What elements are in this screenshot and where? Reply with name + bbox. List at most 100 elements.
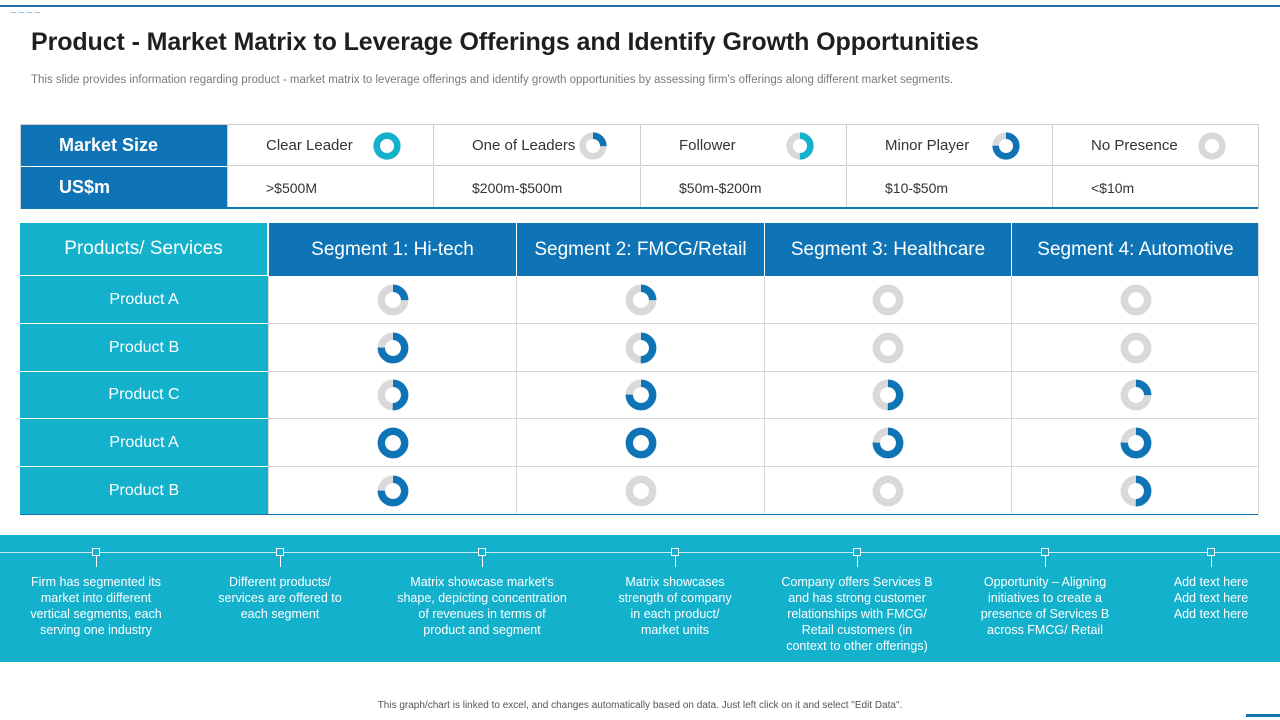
donut-fill [786,132,814,160]
matrix-cell [1011,467,1259,515]
row-label: Product B [20,324,268,372]
donut-fill [872,427,904,458]
insight-text: Opportunity – Aligning initiatives to cre… [965,574,1125,638]
insight-text-line: relationships with FMCG/ [787,607,927,621]
insight-text: Matrix showcases strength of company in ea… [610,574,740,638]
legend-item-label: Minor Player [885,136,970,154]
timeline-stem [280,555,281,567]
harvey-ball-icon [625,427,656,458]
harvey-ball-icon [872,284,904,315]
donut-fill [377,475,408,506]
matrix-cell [268,276,516,324]
matrix-cell [1011,276,1259,324]
matrix-cell [516,276,764,324]
legend-usm-header: US$m [21,167,227,208]
top-decoration [10,3,46,13]
legend-item-1: One of Leaders [433,125,640,166]
timeline-line [0,552,1280,553]
matrix-cell [268,324,516,372]
donut-track [1120,284,1151,315]
insight-text-line: Add text here [1173,591,1249,605]
donut-track [625,475,656,506]
harvey-ball-icon [625,475,656,506]
donut-fill [1120,427,1151,458]
page-title: Product - Market Matrix to Leverage Offe… [31,28,979,56]
donut-fill [377,284,408,315]
legend-donut-icon [579,132,607,160]
legend-item-3: Minor Player [846,125,1052,166]
insight-text-line: market units [640,623,710,637]
timeline-stem [675,555,676,567]
matrix-cell [516,372,764,419]
donut-track [1198,132,1226,160]
donut-fill [1120,475,1151,506]
insight-text-line: shape, depicting concentration [397,591,567,605]
matrix-cell [516,324,764,372]
insight-text-line: Matrix showcases [625,575,725,589]
insight-text: Different products/services are offered … [205,574,355,622]
harvey-ball-icon [377,332,408,363]
timeline-stem [1211,555,1212,567]
insight-text-line: Firm has segmented its [31,575,161,589]
market-size-legend: Market Size US$m Clear Leader >$500M One o… [20,124,1259,209]
matrix-cell [516,419,764,467]
legend-value-label: $200m-$500m [472,179,563,196]
legend-donut-icon [786,132,814,160]
legend-value-label: $50m-$200m [679,179,762,196]
harvey-ball-icon [625,284,656,315]
insight-text-line: context to other offerings) [786,639,928,653]
donut-fill [992,132,1020,160]
harvey-ball-icon [872,332,904,363]
harvey-ball-icon [1120,427,1151,458]
legend-value-4: <$10m [1052,167,1258,208]
timeline-stem [1045,555,1046,567]
harvey-ball-icon [1120,284,1151,315]
insight-text-line: Retail customers (in [801,623,913,637]
legend-item-2: Follower [640,125,846,166]
matrix-cell [764,419,1011,467]
row-label: Product A [20,276,268,324]
legend-value-3: $10-$50m [846,167,1052,208]
row-label: Product C [20,372,268,419]
insight-text-line: each segment [240,607,320,621]
insight-text-line: presence of Services B [980,607,1110,621]
insight-text-line: across FMCG/ Retail [987,623,1103,637]
donut-fill [625,379,656,411]
insight-text-line: Opportunity – Aligning [983,575,1107,589]
donut-fill [625,284,656,315]
segment-header-1: Segment 1: Hi-tech [268,223,516,276]
insight-text: Company offers Services B and has strong … [767,574,947,654]
donut-fill [373,132,401,160]
legend-donut-icon [1198,132,1226,160]
insights-band: Firm has segmented its market into differ… [0,535,1280,662]
legend-value-1: $200m-$500m [433,167,640,208]
donut-fill [872,379,904,411]
insight-text-line: Different products/ [229,575,331,589]
timeline-stem [857,555,858,567]
insight-text-line: product and segment [423,623,541,637]
legend-value-label: <$10m [1091,179,1135,196]
insight-text-line: Add text here [1173,607,1249,621]
row-label: Product A [20,419,268,467]
insight-text-line: vertical segments, each [30,607,162,621]
matrix-cell [516,467,764,515]
matrix-cell [1011,324,1259,372]
matrix-cell [764,467,1011,515]
legend-value-label: >$500M [266,179,317,196]
row-label: Product B [20,467,268,515]
insight-text-line: Add text here [1173,575,1249,589]
legend-value-2: $50m-$200m [640,167,846,208]
legend-item-4: No Presence [1052,125,1258,166]
donut-track [872,475,904,506]
matrix-bottom-rule [20,514,1259,515]
harvey-ball-icon [1120,379,1151,411]
segment-header-3: Segment 3: Healthcare [764,223,1011,276]
donut-track [1120,332,1151,363]
segment-header-2: Segment 2: FMCG/Retail [516,223,764,276]
insight-text-line: Company offers Services B [781,575,933,589]
page-subtitle: This slide provides information regardin… [31,74,954,86]
legend-value-0: >$500M [227,167,433,208]
donut-fill [625,332,656,363]
matrix-cell [268,467,516,515]
legend-item-label: One of Leaders [472,136,576,154]
